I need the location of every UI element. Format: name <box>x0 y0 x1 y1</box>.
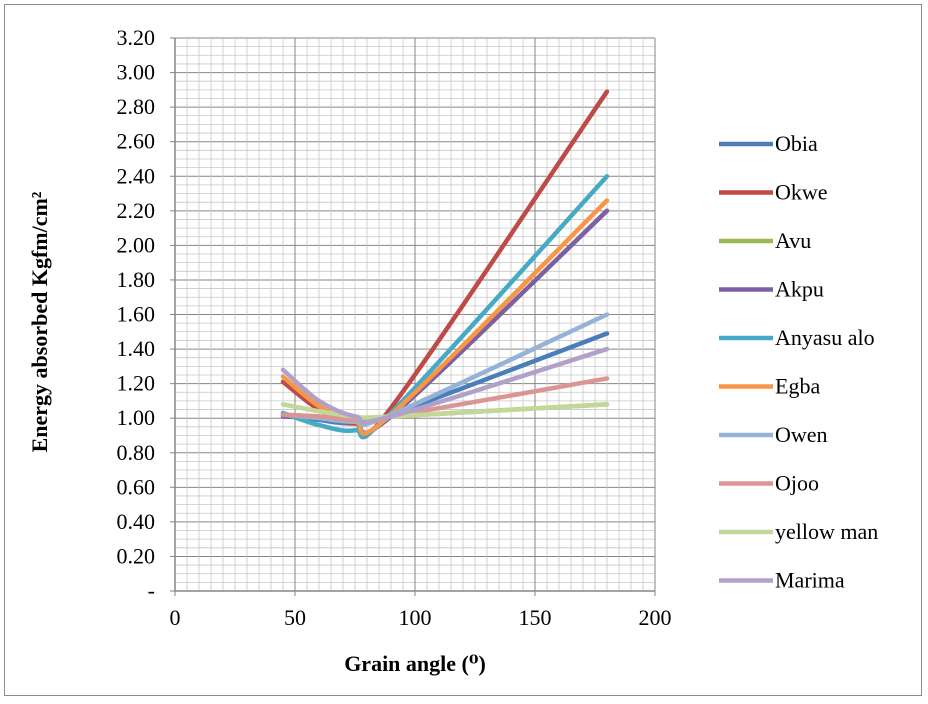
x-tick-label: 100 <box>399 605 432 630</box>
x-axis-title: Grain angle (⁰) <box>344 651 486 676</box>
series-lines <box>280 89 610 440</box>
y-axis-title: Energy absorbed Kgfm/cm² <box>27 191 52 452</box>
legend-label: Avu <box>775 228 811 253</box>
y-tick-label: 3.00 <box>117 60 156 85</box>
legend-label: Owen <box>775 422 828 447</box>
legend-label: Ojoo <box>775 471 819 496</box>
y-tick-label: 1.80 <box>117 267 156 292</box>
y-tick-label: - <box>148 578 155 603</box>
series-line-obia <box>280 331 610 427</box>
series-line-anyasu-alo <box>280 174 610 440</box>
y-tick-label: 1.40 <box>117 336 156 361</box>
x-tick-label: 150 <box>519 605 552 630</box>
y-tick-label: 0.40 <box>117 509 156 534</box>
legend-label: yellow man <box>775 519 878 544</box>
legend-label: Anyasu alo <box>775 325 875 350</box>
y-tick-label: 0.60 <box>117 474 156 499</box>
y-tick-label: 2.60 <box>117 129 156 154</box>
x-tick-label: 200 <box>639 605 672 630</box>
series-line-marima <box>280 346 610 425</box>
x-tick-label: 0 <box>170 605 181 630</box>
grid <box>174 37 656 592</box>
series-line-egba <box>280 198 610 436</box>
y-tick-label: 2.80 <box>117 94 156 119</box>
y-tick-label: 1.00 <box>117 405 156 430</box>
x-tick-labels: 0 50 100 150 200 <box>170 591 672 630</box>
y-tick-label: 1.60 <box>117 302 156 327</box>
legend: Obia Okwe Avu Akpu Anyasu alo Egba Owen Ojoo yel… <box>719 131 878 593</box>
y-tick-label: 2.40 <box>117 163 156 188</box>
y-tick-label: 1.20 <box>117 371 156 396</box>
legend-label: Akpu <box>775 277 824 302</box>
y-tick-labels: - 0.20 0.40 0.60 0.80 1.00 1.20 1.40 1.60 1.80 2.0… <box>117 25 175 603</box>
legend-label: Obia <box>775 131 818 156</box>
y-tick-label: 0.20 <box>117 543 156 568</box>
y-tick-label: 3.20 <box>117 25 156 50</box>
legend-label: Okwe <box>775 180 828 205</box>
x-tick-label: 50 <box>284 605 306 630</box>
y-tick-label: 2.00 <box>117 232 156 257</box>
legend-label: Marima <box>775 568 845 593</box>
y-tick-label: 0.80 <box>117 440 156 465</box>
legend-label: Egba <box>775 374 820 399</box>
y-tick-label: 2.20 <box>117 198 156 223</box>
